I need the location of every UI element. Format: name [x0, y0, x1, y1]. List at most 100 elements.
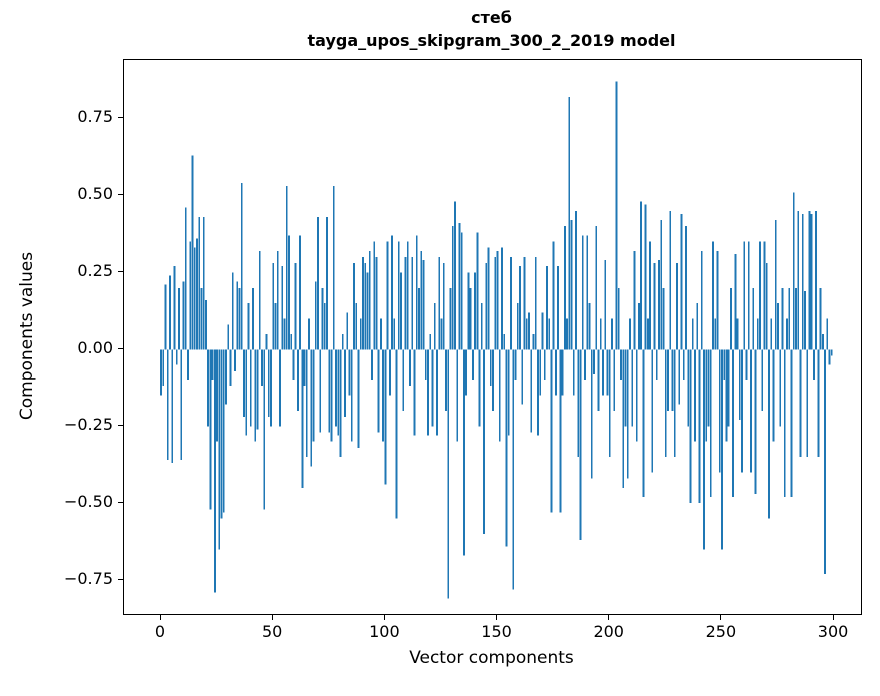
bar [709, 349, 712, 498]
bar [422, 260, 425, 350]
bar [595, 226, 598, 350]
bar [339, 349, 342, 458]
bar [299, 235, 302, 350]
bar [261, 349, 263, 387]
bar [440, 318, 443, 350]
bar [691, 318, 694, 350]
bar [745, 349, 748, 381]
bar [164, 284, 167, 350]
bar [175, 349, 178, 365]
bar [447, 349, 450, 599]
bars-svg [160, 81, 833, 599]
bar [662, 287, 665, 350]
bar [812, 349, 815, 381]
bar [765, 263, 768, 350]
bar [400, 272, 402, 350]
bar [658, 260, 660, 350]
bar [243, 349, 245, 418]
bar [599, 318, 602, 350]
bar [359, 318, 362, 350]
x-tick-label: 250 [705, 622, 737, 641]
bar [296, 349, 299, 411]
bar [608, 349, 611, 458]
bar [231, 272, 234, 350]
bar [597, 349, 600, 411]
bar [415, 235, 418, 350]
bar [671, 349, 674, 411]
bar [615, 81, 618, 350]
bar [218, 349, 221, 550]
bar [613, 349, 616, 411]
bar [660, 220, 663, 350]
bar [485, 263, 488, 350]
bar [774, 220, 777, 350]
bar [826, 318, 829, 350]
bar [629, 318, 631, 350]
bar [797, 210, 800, 350]
bar [200, 287, 203, 350]
bar [292, 349, 295, 381]
bar [669, 210, 672, 350]
bar [388, 349, 391, 396]
bar [521, 349, 524, 405]
bar [503, 333, 506, 350]
bar [240, 183, 243, 350]
bar [283, 318, 286, 350]
bar [543, 349, 546, 381]
bar [355, 303, 358, 350]
bar [489, 349, 492, 387]
bar [411, 256, 414, 350]
bar [750, 349, 752, 473]
bar [476, 232, 479, 350]
bar [664, 349, 667, 458]
bar [413, 349, 416, 436]
bar [202, 216, 205, 350]
bar [247, 303, 250, 350]
bar [523, 256, 526, 350]
bar [676, 263, 678, 350]
bar [460, 232, 463, 350]
bar [487, 247, 490, 350]
bar [716, 250, 719, 350]
bar [169, 275, 171, 350]
bar [382, 349, 385, 442]
bar [817, 349, 820, 458]
bar [804, 290, 806, 350]
bar [211, 349, 214, 381]
chart-title-word: стеб [471, 8, 512, 27]
bar [581, 235, 584, 350]
bar [483, 349, 485, 534]
bar [754, 349, 757, 494]
bar [788, 287, 791, 350]
bar [379, 318, 382, 350]
bar [397, 241, 400, 350]
bar [781, 287, 784, 350]
bar [222, 349, 225, 513]
bar [590, 349, 593, 479]
bar [824, 349, 826, 574]
bar [384, 349, 387, 485]
x-tick-mark [271, 615, 273, 620]
bar [301, 349, 304, 488]
bar [640, 201, 643, 350]
bar [353, 263, 355, 350]
bar [705, 349, 708, 442]
bar [593, 349, 595, 374]
bar [725, 349, 728, 442]
bar [220, 349, 223, 519]
bar [810, 213, 813, 350]
bar [364, 263, 367, 350]
bar [348, 349, 351, 396]
bar [480, 303, 483, 350]
bar [685, 226, 687, 350]
bar [790, 349, 793, 498]
bar [270, 349, 272, 427]
bar [463, 349, 465, 556]
bar [792, 192, 795, 350]
bar [552, 241, 555, 350]
bar [305, 349, 308, 458]
bar [734, 253, 737, 350]
bar [563, 226, 566, 350]
bar [680, 213, 683, 350]
bar [682, 349, 685, 381]
